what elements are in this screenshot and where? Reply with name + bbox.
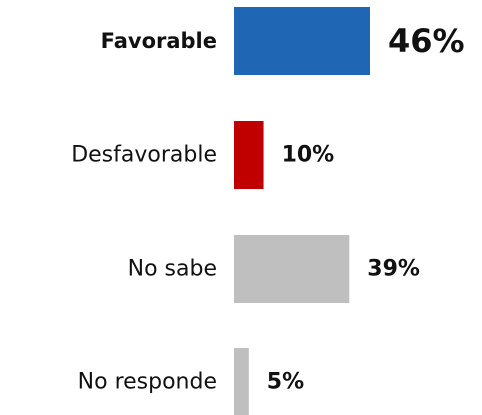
bar-2 (234, 235, 350, 303)
category-label-1: Desfavorable (71, 143, 217, 168)
bar-0 (234, 7, 370, 75)
category-label-2: No sabe (128, 257, 217, 282)
bar-1 (234, 121, 264, 189)
value-label-0: 46% (388, 22, 465, 60)
category-label-3: No responde (78, 370, 217, 395)
bar-3 (234, 348, 249, 415)
value-label-1: 10% (282, 143, 335, 168)
category-label-0: Favorable (101, 29, 217, 53)
value-label-3: 5% (267, 370, 304, 395)
value-label-2: 39% (367, 257, 420, 282)
